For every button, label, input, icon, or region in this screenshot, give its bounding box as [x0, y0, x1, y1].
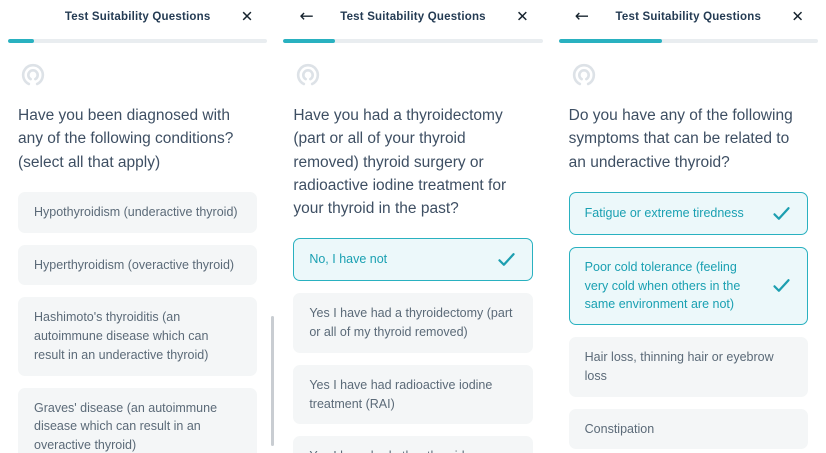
answer-option[interactable]: Yes I have had a thyroidectomy (part or …	[293, 293, 533, 353]
panel-header: ← Test Suitability Questions ✕	[551, 0, 826, 34]
progress-fill	[8, 39, 34, 43]
answer-option[interactable]: Hair loss, thinning hair or eyebrow loss	[568, 337, 808, 397]
answer-option-label: Graves' disease (an autoimmune disease w…	[34, 400, 218, 453]
options-list: No, I have not Yes I have had a thyroide…	[293, 238, 533, 453]
options-list: Fatigue or extreme tiredness Poor cold t…	[568, 191, 808, 453]
answer-option[interactable]: Graves' disease (an autoimmune disease w…	[18, 387, 258, 453]
panel-body: Have you had a thyroidectomy (part or al…	[275, 43, 550, 453]
answer-option[interactable]: Hashimoto's thyroiditis (an autoimmune d…	[18, 297, 258, 376]
questionnaire-panel: Test Suitability Questions ✕ Have you be…	[0, 0, 276, 453]
close-button[interactable]: ✕	[787, 8, 808, 27]
answer-option-label: Yes I have had other thyroid surgery	[309, 447, 509, 453]
answer-option[interactable]: Hypothyroidism (underactive thyroid)	[18, 191, 258, 233]
panel-header: ← Test Suitability Questions ✕	[275, 0, 550, 34]
answer-option-label: Hypothyroidism (underactive thyroid)	[34, 204, 238, 219]
question-text: Do you have any of the following symptom…	[568, 107, 793, 171]
panel-body: Have you been diagnosed with any of the …	[0, 43, 275, 453]
answer-option-label: Fatigue or extreme tiredness	[584, 205, 744, 220]
answer-option-label: Yes I have had a thyroidectomy (part or …	[309, 306, 513, 339]
answer-option-label: No, I have not	[309, 252, 388, 267]
answer-option-label: Yes I have had radioactive iodine treatm…	[309, 377, 493, 411]
checkmark-icon	[498, 253, 515, 267]
checkmark-icon	[773, 206, 790, 220]
back-button[interactable]: ←	[295, 7, 317, 28]
brand-logo-icon	[297, 63, 320, 86]
answer-option[interactable]: Poor cold tolerance (feeling very cold w…	[568, 246, 808, 325]
answer-option[interactable]: No, I have not	[293, 238, 533, 282]
screen-title: Test Suitability Questions	[340, 11, 486, 23]
answer-option-label: Hashimoto's thyroiditis (an autoimmune d…	[34, 310, 209, 362]
question-text: Have you been diagnosed with any of the …	[18, 107, 234, 171]
close-button[interactable]: ✕	[512, 8, 533, 27]
panel-header: Test Suitability Questions ✕	[0, 0, 275, 34]
close-icon: ✕	[240, 7, 254, 26]
brand-logo-icon	[21, 63, 45, 86]
back-icon: ←	[299, 6, 314, 27]
brand-logo-icon	[572, 63, 595, 86]
progress-bar	[8, 39, 268, 43]
screen-title: Test Suitability Questions	[615, 11, 762, 23]
questionnaire-panel: ← Test Suitability Questions ✕ Have you …	[275, 0, 551, 453]
progress-fill	[558, 39, 663, 43]
answer-option[interactable]: Yes I have had other thyroid surgery	[293, 436, 533, 453]
answer-option[interactable]: Yes I have had radioactive iodine treatm…	[293, 364, 533, 425]
answer-option-label: Poor cold tolerance (feeling very cold w…	[584, 259, 741, 312]
back-button[interactable]: ←	[571, 7, 593, 28]
answer-option[interactable]: Hyperthyroidism (overactive thyroid)	[18, 244, 258, 286]
answer-option-label: Hyperthyroidism (overactive thyroid)	[34, 257, 235, 272]
scrollbar-thumb[interactable]	[271, 316, 275, 446]
answer-option-label: Hair loss, thinning hair or eyebrow loss	[584, 350, 774, 383]
panel-body: Do you have any of the following symptom…	[551, 43, 826, 453]
progress-bar	[558, 39, 818, 43]
progress-bar	[283, 39, 543, 43]
back-icon: ←	[574, 6, 589, 27]
screen-title: Test Suitability Questions	[64, 11, 211, 23]
answer-option[interactable]: Constipation	[568, 408, 808, 450]
answer-option[interactable]: Fatigue or extreme tiredness	[568, 191, 808, 235]
answer-option-label: Constipation	[584, 421, 655, 436]
close-button[interactable]: ✕	[237, 8, 258, 27]
close-icon: ✕	[516, 7, 529, 26]
progress-fill	[283, 39, 336, 43]
checkmark-icon	[773, 279, 790, 293]
options-list: Hypothyroidism (underactive thyroid) Hyp…	[18, 191, 258, 453]
question-text: Have you had a thyroidectomy (part or al…	[293, 107, 507, 217]
questionnaire-panel: ← Test Suitability Questions ✕ Do you ha…	[550, 0, 826, 453]
close-icon: ✕	[791, 7, 804, 26]
